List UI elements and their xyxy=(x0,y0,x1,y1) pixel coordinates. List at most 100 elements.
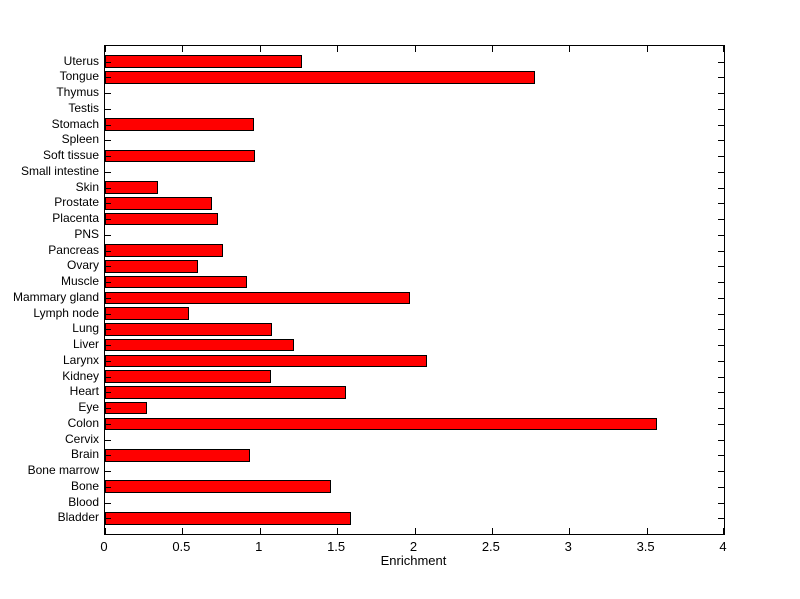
y-tick xyxy=(718,313,724,315)
y-tick-label-blood: Blood xyxy=(68,494,99,509)
x-tick xyxy=(182,46,184,52)
x-tick xyxy=(569,46,571,52)
y-tick xyxy=(105,266,111,268)
y-tick xyxy=(718,187,724,189)
x-tick xyxy=(182,528,184,534)
y-tick xyxy=(105,187,111,189)
bar-muscle xyxy=(105,275,248,289)
y-tick xyxy=(105,345,111,347)
y-tick xyxy=(105,408,111,410)
y-tick-label-soft-tissue: Soft tissue xyxy=(42,148,99,163)
y-tick xyxy=(105,392,111,394)
y-tick-label-pancreas: Pancreas xyxy=(48,242,99,257)
x-tick xyxy=(337,528,339,534)
y-tick-label-bone-marrow: Bone marrow xyxy=(27,463,99,478)
y-tick xyxy=(718,140,724,142)
bar-brain xyxy=(105,448,251,462)
x-tick xyxy=(491,46,493,52)
y-tick-label-larynx: Larynx xyxy=(62,352,99,367)
y-tick-label-liver: Liver xyxy=(72,337,99,352)
y-tick-label-small-intestine: Small intestine xyxy=(20,163,99,178)
y-tick xyxy=(105,77,111,79)
bar-heart xyxy=(105,386,347,399)
y-tick xyxy=(105,156,111,158)
bar-ovary xyxy=(105,260,198,273)
y-tick xyxy=(718,124,724,126)
y-tick-label-skin: Skin xyxy=(75,179,99,194)
y-tick-label-thymus: Thymus xyxy=(56,85,99,100)
y-tick xyxy=(718,518,724,520)
x-tick xyxy=(723,46,724,52)
bar-liver xyxy=(105,338,294,352)
y-tick xyxy=(718,455,724,457)
y-tick xyxy=(105,329,111,331)
y-tick-label-pns: PNS xyxy=(74,226,99,241)
y-tick xyxy=(718,61,724,63)
x-tick xyxy=(414,46,416,52)
y-tick xyxy=(105,313,111,315)
bar-eye xyxy=(105,401,147,415)
y-tick xyxy=(718,156,724,158)
y-tick-label-brain: Brain xyxy=(70,447,99,462)
y-tick xyxy=(718,297,724,299)
y-tick xyxy=(105,423,111,425)
x-tick xyxy=(646,528,648,534)
y-tick xyxy=(718,345,724,347)
y-tick xyxy=(105,455,111,457)
x-tick-label: 0 xyxy=(100,539,108,554)
x-tick xyxy=(414,528,416,534)
y-tick-label-stomach: Stomach xyxy=(51,116,99,131)
y-tick xyxy=(105,61,111,63)
x-tick-label: 2 xyxy=(409,539,418,554)
y-tick xyxy=(105,502,111,504)
y-tick xyxy=(718,392,724,394)
y-tick-label-muscle: Muscle xyxy=(60,274,99,289)
y-tick xyxy=(718,408,724,410)
y-tick-label-kidney: Kidney xyxy=(62,368,99,383)
y-tick xyxy=(105,376,111,378)
y-tick xyxy=(718,171,724,173)
y-tick xyxy=(105,140,111,142)
y-tick xyxy=(718,108,724,110)
y-tick-label-lung: Lung xyxy=(72,321,99,336)
y-tick xyxy=(718,234,724,236)
y-tick xyxy=(718,219,724,221)
y-tick-label-prostate: Prostate xyxy=(54,195,99,210)
x-tick-label: 1 xyxy=(255,539,263,554)
x-tick xyxy=(105,528,106,534)
bar-bone xyxy=(105,480,331,494)
x-tick xyxy=(105,46,106,52)
y-tick xyxy=(105,234,111,236)
x-tick xyxy=(337,46,339,52)
y-tick-label-cervix: Cervix xyxy=(64,431,99,446)
x-tick-label: 3 xyxy=(564,539,572,554)
y-tick xyxy=(105,439,111,441)
y-tick xyxy=(718,93,724,95)
y-tick xyxy=(718,423,724,425)
bar-mammary-gland xyxy=(105,291,410,305)
y-tick-label-tongue: Tongue xyxy=(59,69,99,84)
y-tick xyxy=(105,518,111,520)
y-tick-label-lymph-node: Lymph node xyxy=(33,305,99,320)
bar-lung xyxy=(105,323,273,336)
y-tick-label-ovary: Ovary xyxy=(66,258,99,273)
x-tick-label: 4 xyxy=(719,539,727,554)
y-tick xyxy=(718,502,724,504)
bar-placenta xyxy=(105,212,218,226)
x-tick xyxy=(259,46,261,52)
x-tick xyxy=(646,46,648,52)
x-tick xyxy=(491,528,493,534)
x-tick xyxy=(723,528,724,534)
y-tick xyxy=(105,124,111,126)
y-tick xyxy=(105,486,111,488)
bar-uterus xyxy=(105,55,302,69)
x-tick-label: 1.5 xyxy=(327,539,346,554)
bar-stomach xyxy=(105,118,254,131)
y-tick xyxy=(105,93,111,95)
y-tick xyxy=(105,108,111,110)
y-tick-label-heart: Heart xyxy=(69,384,99,399)
y-tick xyxy=(718,77,724,79)
y-tick-label-colon: Colon xyxy=(67,415,99,430)
y-tick xyxy=(718,250,724,252)
